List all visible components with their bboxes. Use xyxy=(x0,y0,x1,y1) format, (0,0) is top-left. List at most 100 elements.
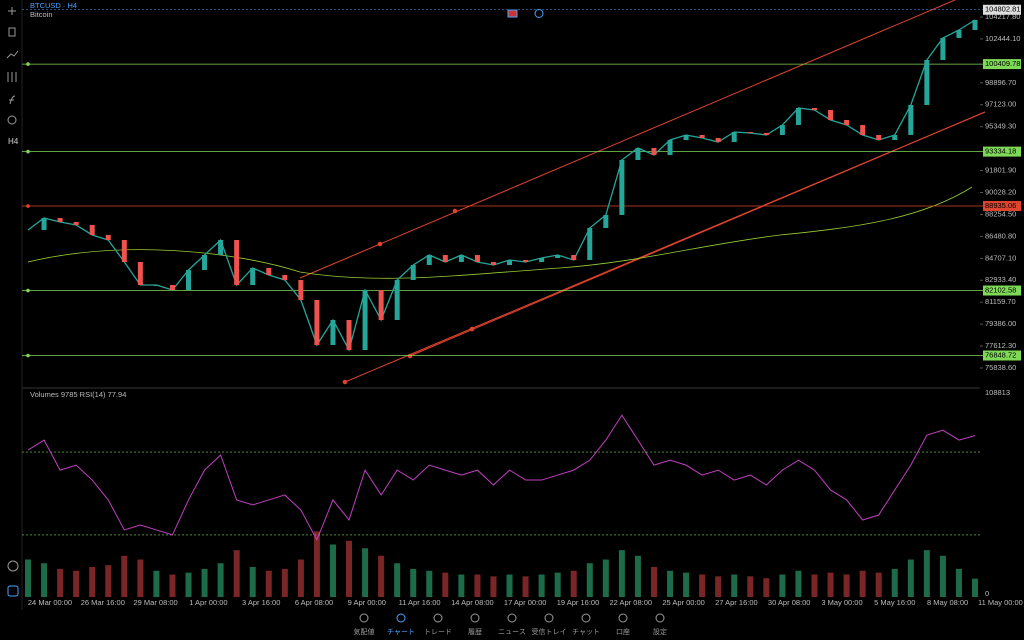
y-tick-label: 77612.30 xyxy=(985,341,1016,350)
nav-label[interactable]: トレード xyxy=(424,629,452,636)
flag-icon[interactable] xyxy=(507,9,518,18)
candle-body xyxy=(266,267,272,275)
zoom-tool[interactable] xyxy=(7,560,19,572)
nav-label[interactable]: チャット xyxy=(572,628,600,636)
candle-body xyxy=(41,217,47,230)
nav-icon[interactable] xyxy=(618,613,628,623)
volume-bar xyxy=(955,568,962,597)
x-tick-label: 29 Mar 08:00 xyxy=(133,598,177,607)
price-line-label: 88935.06 xyxy=(985,201,1016,210)
y-tick-label: 81159.70 xyxy=(985,297,1016,306)
price-line-tag xyxy=(983,146,1021,157)
price-line-handle[interactable] xyxy=(26,62,30,66)
volume-bar xyxy=(426,570,433,597)
symbol-label: BTCUSD · H4 xyxy=(30,1,77,10)
volume-bar xyxy=(650,567,657,597)
x-tick-label: 1 Apr 00:00 xyxy=(189,598,227,607)
volume-bar xyxy=(699,574,706,597)
nav-icon[interactable] xyxy=(396,613,406,623)
y-tick-label: 104217.80 xyxy=(985,12,1020,21)
candle-body xyxy=(121,239,127,262)
price-line-tag xyxy=(983,350,1021,361)
volume-tick-label: 0 xyxy=(985,589,989,598)
volume-bar xyxy=(394,563,401,597)
y-tick-label: 97123.00 xyxy=(985,100,1016,109)
x-tick-label: 9 Apr 00:00 xyxy=(348,598,386,607)
last-price-tag xyxy=(983,4,1021,15)
volume-bar xyxy=(907,559,914,597)
indicator-value: RSI(14) xyxy=(80,390,106,399)
candle-body xyxy=(250,267,256,285)
volume-tick-label: 108813 xyxy=(985,388,1010,397)
candle-body xyxy=(587,227,593,260)
x-tick-label: 14 Apr 08:00 xyxy=(451,598,494,607)
nav-label[interactable]: 気配値 xyxy=(354,627,375,636)
volume-bar xyxy=(538,574,545,597)
candle-body xyxy=(410,264,416,280)
price-line-handle[interactable] xyxy=(26,204,30,208)
candle-body xyxy=(73,221,79,225)
volume-bar xyxy=(105,565,112,597)
chart-type-tool[interactable] xyxy=(8,27,16,37)
volume-bar xyxy=(185,572,192,597)
indicator-value: 77.94 xyxy=(108,390,127,399)
candle-body xyxy=(828,109,834,120)
draw-tool[interactable] xyxy=(7,72,17,82)
candle-body xyxy=(619,159,625,215)
y-tick-label: 84707.10 xyxy=(985,253,1016,262)
crosshair-tool[interactable] xyxy=(8,7,16,15)
nav-label[interactable]: 履歴 xyxy=(468,628,482,636)
volume-bar xyxy=(378,555,385,597)
settings-tool[interactable] xyxy=(7,585,19,597)
price-line-tag xyxy=(983,59,1021,70)
candle-body xyxy=(571,254,577,260)
nav-icon[interactable] xyxy=(433,613,443,623)
price-line-label: 76848.72 xyxy=(985,350,1016,359)
nav-icon[interactable] xyxy=(581,613,591,623)
indicator-tool[interactable] xyxy=(6,50,19,59)
candle-body xyxy=(378,289,384,320)
timeframe-label[interactable]: H4 xyxy=(8,137,19,146)
nav-icon[interactable] xyxy=(359,613,369,623)
price-line-handle[interactable] xyxy=(26,353,30,358)
volume-bar xyxy=(474,574,481,597)
candle-body xyxy=(346,319,352,350)
function-tool[interactable] xyxy=(9,95,16,105)
nav-label[interactable]: ニュース xyxy=(498,628,526,636)
last-price-label: 104802.81 xyxy=(985,5,1020,14)
nav-label[interactable]: 受信トレイ xyxy=(532,627,567,636)
nav-label[interactable]: 設定 xyxy=(653,627,667,636)
volume-bar xyxy=(57,568,64,597)
candle-body xyxy=(137,261,143,285)
nav-icon[interactable] xyxy=(544,613,554,623)
volume-bar xyxy=(265,570,272,597)
nav-icon[interactable] xyxy=(470,613,480,623)
channel-lines xyxy=(299,0,986,385)
volume-bar xyxy=(667,570,674,597)
candle-body xyxy=(458,254,464,262)
price-line-handle[interactable] xyxy=(26,149,30,154)
volume-bar xyxy=(25,559,31,597)
volume-bar xyxy=(169,574,176,597)
indicator-value: Volumes xyxy=(30,390,59,399)
nav-icon[interactable] xyxy=(655,613,665,623)
y-tick-label: 79386.00 xyxy=(985,319,1016,328)
volume-bar xyxy=(811,574,818,597)
nav-label[interactable]: 口座 xyxy=(616,627,630,636)
y-tick-label: 75838.60 xyxy=(985,363,1016,372)
nav-icon[interactable] xyxy=(507,613,517,623)
candle-body xyxy=(715,137,721,142)
candle-body xyxy=(651,147,657,155)
volume-bar xyxy=(201,568,208,597)
price-line-handle[interactable] xyxy=(26,288,30,293)
volume-bar xyxy=(939,555,946,597)
candle-body xyxy=(89,224,95,235)
candle-body xyxy=(490,261,496,265)
volume-bar xyxy=(570,570,577,597)
nav-label[interactable]: チャート xyxy=(387,628,415,636)
volume-bar xyxy=(634,555,641,597)
object-tool[interactable] xyxy=(7,115,17,125)
candle-body xyxy=(892,134,898,140)
rsi-line xyxy=(27,414,976,542)
